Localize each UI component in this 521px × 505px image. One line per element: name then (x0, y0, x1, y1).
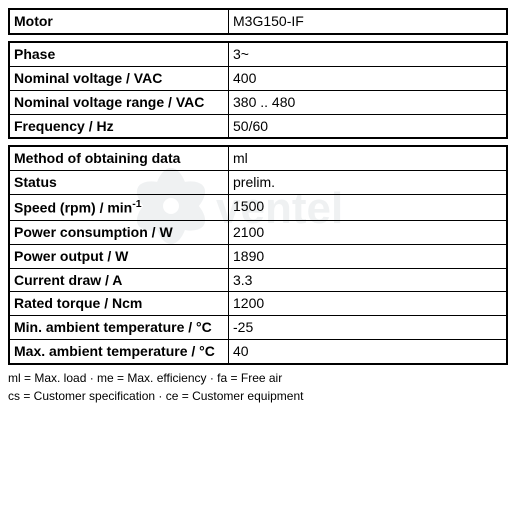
row-label: Nominal voltage / VAC (9, 66, 229, 90)
row-value: prelim. (229, 171, 508, 195)
row-label: Speed (rpm) / min-1 (9, 195, 229, 221)
table-row: Max. ambient temperature / °C 40 (9, 340, 507, 364)
row-label: Frequency / Hz (9, 114, 229, 138)
table-row: Power output / W 1890 (9, 244, 507, 268)
performance-table: Method of obtaining data ml Status preli… (8, 145, 508, 365)
row-value: M3G150-IF (229, 9, 508, 34)
row-value: 400 (229, 66, 508, 90)
row-value: 1200 (229, 292, 508, 316)
row-value: 1500 (229, 195, 508, 221)
table-row: Method of obtaining data ml (9, 146, 507, 170)
row-label: Phase (9, 42, 229, 66)
table-row: Current draw / A 3.3 (9, 268, 507, 292)
row-label: Power output / W (9, 244, 229, 268)
row-label: Current draw / A (9, 268, 229, 292)
electrical-table: Phase 3~ Nominal voltage / VAC 400 Nomin… (8, 41, 508, 140)
table-row: Phase 3~ (9, 42, 507, 66)
table-row: Rated torque / Ncm 1200 (9, 292, 507, 316)
table-row: Min. ambient temperature / °C -25 (9, 316, 507, 340)
row-value: 380 .. 480 (229, 90, 508, 114)
table-row: Status prelim. (9, 171, 507, 195)
table-row: Power consumption / W 2100 (9, 220, 507, 244)
row-label: Status (9, 171, 229, 195)
row-label: Method of obtaining data (9, 146, 229, 170)
row-label: Motor (9, 9, 229, 34)
table-row: Nominal voltage / VAC 400 (9, 66, 507, 90)
row-value: 50/60 (229, 114, 508, 138)
row-label: Rated torque / Ncm (9, 292, 229, 316)
footnote-line-1: ml = Max. load · me = Max. efficiency · … (8, 371, 513, 387)
table-row: Frequency / Hz 50/60 (9, 114, 507, 138)
row-label: Nominal voltage range / VAC (9, 90, 229, 114)
table-row: Speed (rpm) / min-1 1500 (9, 195, 507, 221)
row-value: ml (229, 146, 508, 170)
row-label: Max. ambient temperature / °C (9, 340, 229, 364)
row-value: -25 (229, 316, 508, 340)
table-row: Motor M3G150-IF (9, 9, 507, 34)
row-value: 2100 (229, 220, 508, 244)
row-value: 40 (229, 340, 508, 364)
footnote-line-2: cs = Customer specification · ce = Custo… (8, 389, 513, 405)
content-area: Motor M3G150-IF Phase 3~ Nominal voltage… (8, 8, 513, 404)
row-value: 3.3 (229, 268, 508, 292)
motor-table: Motor M3G150-IF (8, 8, 508, 35)
row-value: 3~ (229, 42, 508, 66)
row-label: Power consumption / W (9, 220, 229, 244)
row-label: Min. ambient temperature / °C (9, 316, 229, 340)
table-row: Nominal voltage range / VAC 380 .. 480 (9, 90, 507, 114)
row-value: 1890 (229, 244, 508, 268)
